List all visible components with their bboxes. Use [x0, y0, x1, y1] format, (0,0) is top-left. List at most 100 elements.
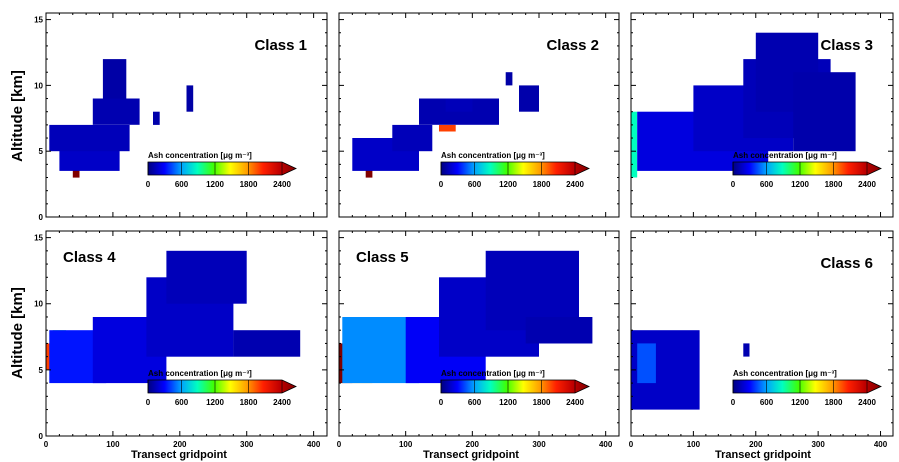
- x-axis-label-2: Transect gridpoint: [423, 449, 519, 461]
- colorbar-gradient: [148, 162, 296, 175]
- heatmap-cell: [485, 250, 579, 331]
- colorbar-tick-label: 1200: [791, 398, 809, 407]
- heatmap-cell: [153, 111, 160, 125]
- heatmap-cell: [365, 164, 373, 178]
- colorbar-gradient: [733, 162, 881, 175]
- panel-frame: [338, 230, 620, 437]
- heatmap-cell: [92, 98, 140, 125]
- panel-title: Class 5: [356, 249, 409, 266]
- colorbar: Ash concentration [μg m⁻³] 0 600 1200 1800 24…: [439, 151, 590, 189]
- colorbar: Ash concentration [μg m⁻³] 0 600 1200 1800 24…: [731, 369, 882, 407]
- y-tick-label: 15: [34, 234, 43, 243]
- colorbar-title: Ash concentration [μg m⁻³]: [733, 151, 837, 160]
- y-tick-label: 0: [39, 213, 44, 222]
- panel-class-2: Class 2 Ash concentration [μg m⁻³] 0 600 120…: [338, 12, 620, 218]
- x-tick-label: 300: [811, 440, 825, 449]
- colorbar-title: Ash concentration [μg m⁻³]: [441, 151, 545, 160]
- colorbar-tick-label: 2400: [858, 398, 876, 407]
- colorbar-tick-label: 0: [731, 180, 736, 189]
- colorbar-tick-label: 1200: [206, 180, 224, 189]
- y-tick-label: 10: [34, 300, 43, 309]
- x-tick-label: 0: [337, 440, 342, 449]
- panel-class-6: 0 100 200 300 400 Class 6 Ash concentration [μ…: [629, 230, 894, 449]
- heatmap-cell: [445, 98, 473, 112]
- heatmap-cell: [166, 250, 247, 304]
- heatmap-cell: [637, 343, 656, 384]
- colorbar-tick-label: 600: [468, 398, 482, 407]
- colorbar-tick-label: 600: [175, 398, 189, 407]
- heatmap-cell: [505, 72, 513, 86]
- colorbar-tick-label: 600: [760, 180, 774, 189]
- y-axis-label-top: Altitude [km]: [9, 70, 26, 162]
- x-tick-label: 100: [106, 440, 120, 449]
- x-tick-label: 200: [466, 440, 480, 449]
- heatmap-cell: [102, 59, 127, 99]
- colorbar-tick-label: 1800: [533, 398, 551, 407]
- x-tick-label: 200: [749, 440, 763, 449]
- x-tick-label: 100: [399, 440, 413, 449]
- heatmap-cell: [392, 124, 433, 152]
- heatmap-cell: [233, 330, 301, 357]
- colorbar-tick-label: 1800: [240, 398, 258, 407]
- panel-frame: [630, 12, 894, 218]
- colorbar-tick-label: 2400: [273, 398, 291, 407]
- colorbar-tick-label: 600: [175, 180, 189, 189]
- heatmap-cell: [439, 124, 456, 132]
- colorbar-tick-label: 2400: [858, 180, 876, 189]
- colorbar-tick-label: 1800: [533, 180, 551, 189]
- x-axis-label-3: Transect gridpoint: [715, 449, 811, 461]
- colorbar-tick-label: 1800: [240, 180, 258, 189]
- colorbar-tick-label: 1200: [791, 180, 809, 189]
- colorbar-title: Ash concentration [μg m⁻³]: [441, 369, 545, 378]
- y-tick-label: 5: [39, 147, 44, 156]
- panel-class-4: 0 5 10 15 0 100 200 300 400 Class 4 Ash concentrat…: [34, 230, 328, 449]
- colorbar-tick-label: 2400: [566, 180, 584, 189]
- heatmap-cell: [793, 72, 856, 152]
- colorbar-tick-label: 1800: [825, 398, 843, 407]
- panel-class-1: 0 5 10 15 Class 1 Ash concentration [μg m⁻³] 0…: [34, 12, 328, 222]
- panel-frame: [630, 230, 894, 437]
- panel-title: Class 2: [546, 37, 599, 54]
- panel-frame: [45, 230, 328, 437]
- colorbar-gradient: [733, 380, 881, 393]
- colorbar-tick-label: 2400: [273, 180, 291, 189]
- y-tick-label: 10: [34, 81, 43, 90]
- x-axis-label-1: Transect gridpoint: [131, 449, 227, 461]
- panel-title: Class 6: [820, 255, 873, 272]
- heatmap-cell: [743, 343, 750, 357]
- colorbar-tick-label: 0: [439, 398, 444, 407]
- colorbar-gradient: [441, 380, 589, 393]
- colorbar: Ash concentration [μg m⁻³] 0 600 1200 1800 24…: [439, 369, 590, 407]
- heatmap-cell: [186, 85, 194, 112]
- colorbar: Ash concentration [μg m⁻³] 0 600 1200 1800 24…: [146, 151, 297, 189]
- x-tick-label: 300: [240, 440, 254, 449]
- colorbar-tick-label: 0: [146, 180, 151, 189]
- y-tick-label: 15: [34, 16, 43, 25]
- x-tick-label: 200: [173, 440, 187, 449]
- panel-class-5: 0 100 200 300 400 Class 5 Ash concentration [μ…: [337, 230, 620, 449]
- panel-frame: [45, 12, 328, 218]
- colorbar-tick-label: 0: [439, 180, 444, 189]
- panel-title: Class 1: [254, 37, 307, 54]
- heatmap-cell: [49, 124, 130, 152]
- colorbar-gradient: [148, 380, 296, 393]
- colorbar-tick-label: 1200: [206, 398, 224, 407]
- colorbar-title: Ash concentration [μg m⁻³]: [733, 369, 837, 378]
- colorbar-tick-label: 2400: [566, 398, 584, 407]
- heatmap-cell: [631, 111, 638, 178]
- colorbar-tick-label: 0: [146, 398, 151, 407]
- colorbar-tick-label: 1800: [825, 180, 843, 189]
- colorbar: Ash concentration [μg m⁻³] 0 600 1200 1800 24…: [146, 369, 297, 407]
- colorbar-tick-label: 0: [731, 398, 736, 407]
- panel-class-3: Class 3 Ash concentration [μg m⁻³] 0 600 120…: [630, 12, 894, 218]
- x-tick-label: 400: [874, 440, 888, 449]
- panel-frame: [338, 12, 620, 218]
- colorbar-tick-label: 600: [760, 398, 774, 407]
- heatmap-cell: [525, 317, 593, 344]
- colorbar-tick-label: 1200: [499, 180, 517, 189]
- colorbar-title: Ash concentration [μg m⁻³]: [148, 369, 252, 378]
- colorbar: Ash concentration [μg m⁻³] 0 600 1200 1800 24…: [731, 151, 882, 189]
- panel-title: Class 4: [63, 249, 116, 266]
- panel-title: Class 3: [820, 37, 873, 54]
